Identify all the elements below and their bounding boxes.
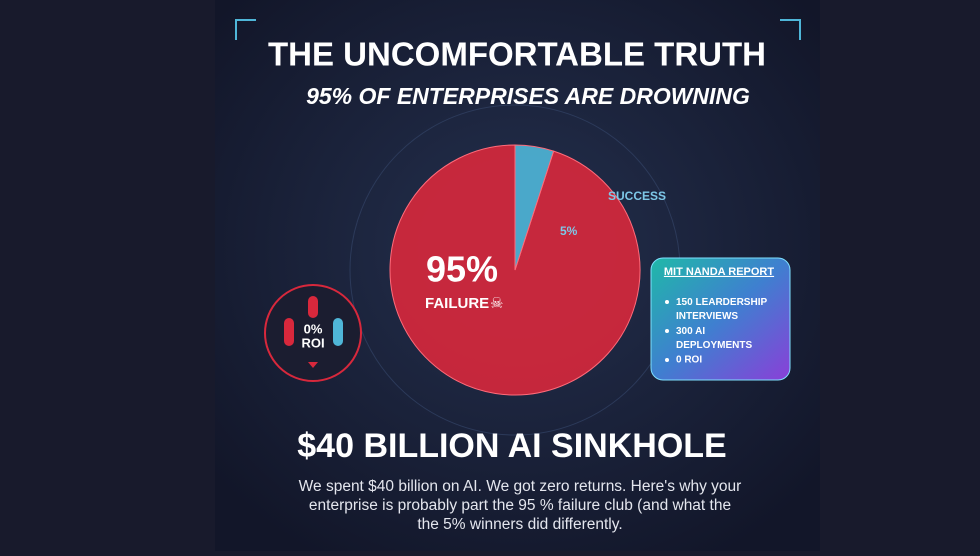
report-item: 150 LEARDERSHIP INTERVIEWS <box>676 297 767 322</box>
roi-label: ROI <box>301 335 324 350</box>
paragraph-line: the 5% winners did differently. <box>417 516 622 533</box>
subtitle: 95% OF ENTERPRISES ARE DROWNING <box>306 83 750 109</box>
pie <box>389 144 641 396</box>
data-label: 5% <box>560 224 578 238</box>
paragraph-line: enterprise is probably part the 95 % fai… <box>309 497 731 514</box>
frame <box>235 19 801 40</box>
category-label: FAILURE <box>425 295 489 312</box>
title: THE UNCOMFORTABLE TRUTH <box>268 36 766 73</box>
skull-icon: ☠ <box>490 295 503 312</box>
bullet <box>665 358 669 362</box>
bullet <box>665 300 669 304</box>
roi-badge: 0% ROI <box>264 284 362 382</box>
report-item: 300 AI DEPLOYMENTS <box>676 326 752 351</box>
roi-value: 0% <box>304 321 323 336</box>
data-label: 95% <box>426 249 498 290</box>
pie-slice <box>514 144 555 271</box>
paragraph: We spent $40 billion on AI. We got zero … <box>299 478 742 533</box>
headline: $40 BILLION AI SINKHOLE <box>297 427 726 465</box>
report-title: MIT NANDA REPORT <box>664 266 774 278</box>
report-item: 0 ROI <box>676 355 702 366</box>
report-list: 150 LEARDERSHIP INTERVIEWS 300 AI DEPLOYMEN… <box>665 297 767 366</box>
bullet <box>665 329 669 333</box>
paragraph-line: We spent $40 billion on AI. We got zero … <box>299 478 742 495</box>
report-box <box>650 257 791 381</box>
category-label: SUCCESS <box>608 189 666 203</box>
